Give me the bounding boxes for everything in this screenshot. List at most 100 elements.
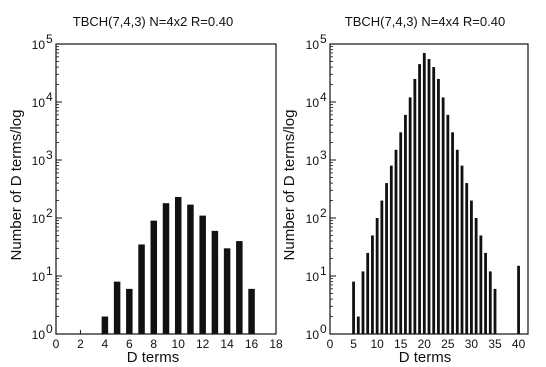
ytick-label-left-1: 10 xyxy=(32,270,46,284)
xtick-label-left-16: 16 xyxy=(245,337,259,351)
bar-right-26 xyxy=(451,132,454,334)
bar-left-12 xyxy=(199,215,206,334)
bar-right-8 xyxy=(366,252,370,334)
bar-left-8 xyxy=(150,220,158,334)
bar-right-19 xyxy=(418,64,421,335)
bar-left-14 xyxy=(223,248,231,334)
bar-left-11 xyxy=(187,204,194,334)
bar-right-15 xyxy=(399,132,403,334)
xtick-label-right-0: 0 xyxy=(327,337,334,351)
ytick-label-left-2: 10 xyxy=(32,212,46,226)
xtick-label-left-6: 6 xyxy=(126,337,133,351)
ytick-exponent-right-3: 3 xyxy=(320,148,327,162)
xtick-label-left-14: 14 xyxy=(220,337,234,351)
xtick-label-right-10: 10 xyxy=(370,337,384,351)
bar-right-34 xyxy=(488,271,492,334)
xtick-label-left-8: 8 xyxy=(150,337,157,351)
bar-left-16 xyxy=(248,288,255,334)
ytick-exponent-right-5: 5 xyxy=(320,32,327,46)
xtick-label-right-40: 40 xyxy=(512,337,526,351)
ytick-label-right-4: 10 xyxy=(306,96,320,110)
ytick-exponent-right-2: 2 xyxy=(320,206,327,220)
ytick-exponent-left-0: 0 xyxy=(46,322,53,336)
chart-right-title: TBCH(7,4,3) N=4x4 R=0.40 xyxy=(345,14,505,29)
ytick-exponent-left-5: 5 xyxy=(46,32,53,46)
bar-left-10 xyxy=(174,197,182,334)
bar-left-13 xyxy=(211,230,219,334)
bar-right-12 xyxy=(385,183,388,334)
chart-left-xticks: 0 2 4 6 8 10 12 14 16 18 xyxy=(53,330,283,351)
ytick-label-right-1: 10 xyxy=(306,270,320,284)
ytick-exponent-left-4: 4 xyxy=(46,90,53,104)
chart-left-xlabel: D terms xyxy=(127,349,180,366)
bar-right-35 xyxy=(493,288,497,334)
bar-right-31 xyxy=(474,218,478,334)
xtick-label-right-20: 20 xyxy=(418,337,432,351)
bar-right-20 xyxy=(422,52,426,334)
bar-right-24 xyxy=(441,97,445,334)
bar-right-5 xyxy=(352,281,355,334)
chart-right-bars xyxy=(352,52,520,335)
ytick-label-left-5: 10 xyxy=(32,38,46,52)
bar-right-40 xyxy=(517,265,520,334)
ytick-label-left-0: 10 xyxy=(32,328,46,342)
ytick-exponent-left-1: 1 xyxy=(46,264,53,278)
bar-right-23 xyxy=(437,78,440,334)
ytick-label-left-4: 10 xyxy=(32,96,46,110)
bar-right-30 xyxy=(470,200,473,334)
ytick-label-right-2: 10 xyxy=(306,212,320,226)
xtick-label-right-25: 25 xyxy=(441,337,455,351)
bar-right-9 xyxy=(371,235,374,334)
xtick-label-left-18: 18 xyxy=(269,337,283,351)
chart-right-ylabel: Number of D terms/log xyxy=(281,110,298,261)
bar-right-29 xyxy=(465,183,469,334)
xtick-label-left-2: 2 xyxy=(77,337,84,351)
ytick-label-right-5: 10 xyxy=(306,38,320,52)
xtick-label-left-4: 4 xyxy=(102,337,109,351)
bar-right-33 xyxy=(484,252,487,334)
bar-right-16 xyxy=(404,114,407,335)
bar-right-22 xyxy=(432,67,436,334)
bar-right-17 xyxy=(408,97,412,334)
xtick-label-right-35: 35 xyxy=(488,337,502,351)
bar-right-13 xyxy=(389,165,393,334)
bar-left-5 xyxy=(113,281,121,334)
ytick-exponent-right-0: 0 xyxy=(320,322,327,336)
chart-right-xlabel: D terms xyxy=(399,349,452,366)
bar-right-6 xyxy=(356,316,360,334)
chart-right: TBCH(7,4,3) N=4x4 R=0.40 Number of D ter… xyxy=(281,14,529,366)
bar-right-10 xyxy=(375,218,379,334)
ytick-exponent-left-2: 2 xyxy=(46,206,53,220)
bar-right-27 xyxy=(455,149,459,334)
chart-left-title: TBCH(7,4,3) N=4x2 R=0.40 xyxy=(73,14,233,29)
chart-left: TBCH(7,4,3) N=4x2 R=0.40 Number of D ter… xyxy=(8,14,283,366)
bar-left-6 xyxy=(126,288,133,334)
ytick-exponent-right-1: 1 xyxy=(320,264,327,278)
bar-right-18 xyxy=(413,78,417,334)
bar-right-14 xyxy=(394,149,398,334)
ytick-label-right-3: 10 xyxy=(306,154,320,168)
xtick-label-right-5: 5 xyxy=(350,337,357,351)
bar-right-28 xyxy=(460,165,464,334)
xtick-label-right-30: 30 xyxy=(465,337,479,351)
xtick-label-left-10: 10 xyxy=(172,337,186,351)
xtick-label-left-0: 0 xyxy=(53,337,60,351)
bar-right-11 xyxy=(380,200,384,334)
bar-right-32 xyxy=(479,235,483,334)
ytick-exponent-right-4: 4 xyxy=(320,90,327,104)
bar-right-21 xyxy=(427,59,431,335)
ytick-label-left-3: 10 xyxy=(32,154,46,168)
ytick-exponent-left-3: 3 xyxy=(46,148,53,162)
ytick-label-right-0: 10 xyxy=(306,328,320,342)
xtick-label-left-12: 12 xyxy=(196,337,210,351)
bar-left-7 xyxy=(138,244,145,334)
xtick-label-right-15: 15 xyxy=(394,337,408,351)
bar-right-7 xyxy=(361,271,365,334)
bar-left-4 xyxy=(101,316,109,334)
chart-left-ylabel: Number of D terms/log xyxy=(8,110,25,261)
bar-left-15 xyxy=(236,241,243,334)
chart-right-xticks: 0 5 10 15 20 25 30 35 40 xyxy=(327,330,526,351)
